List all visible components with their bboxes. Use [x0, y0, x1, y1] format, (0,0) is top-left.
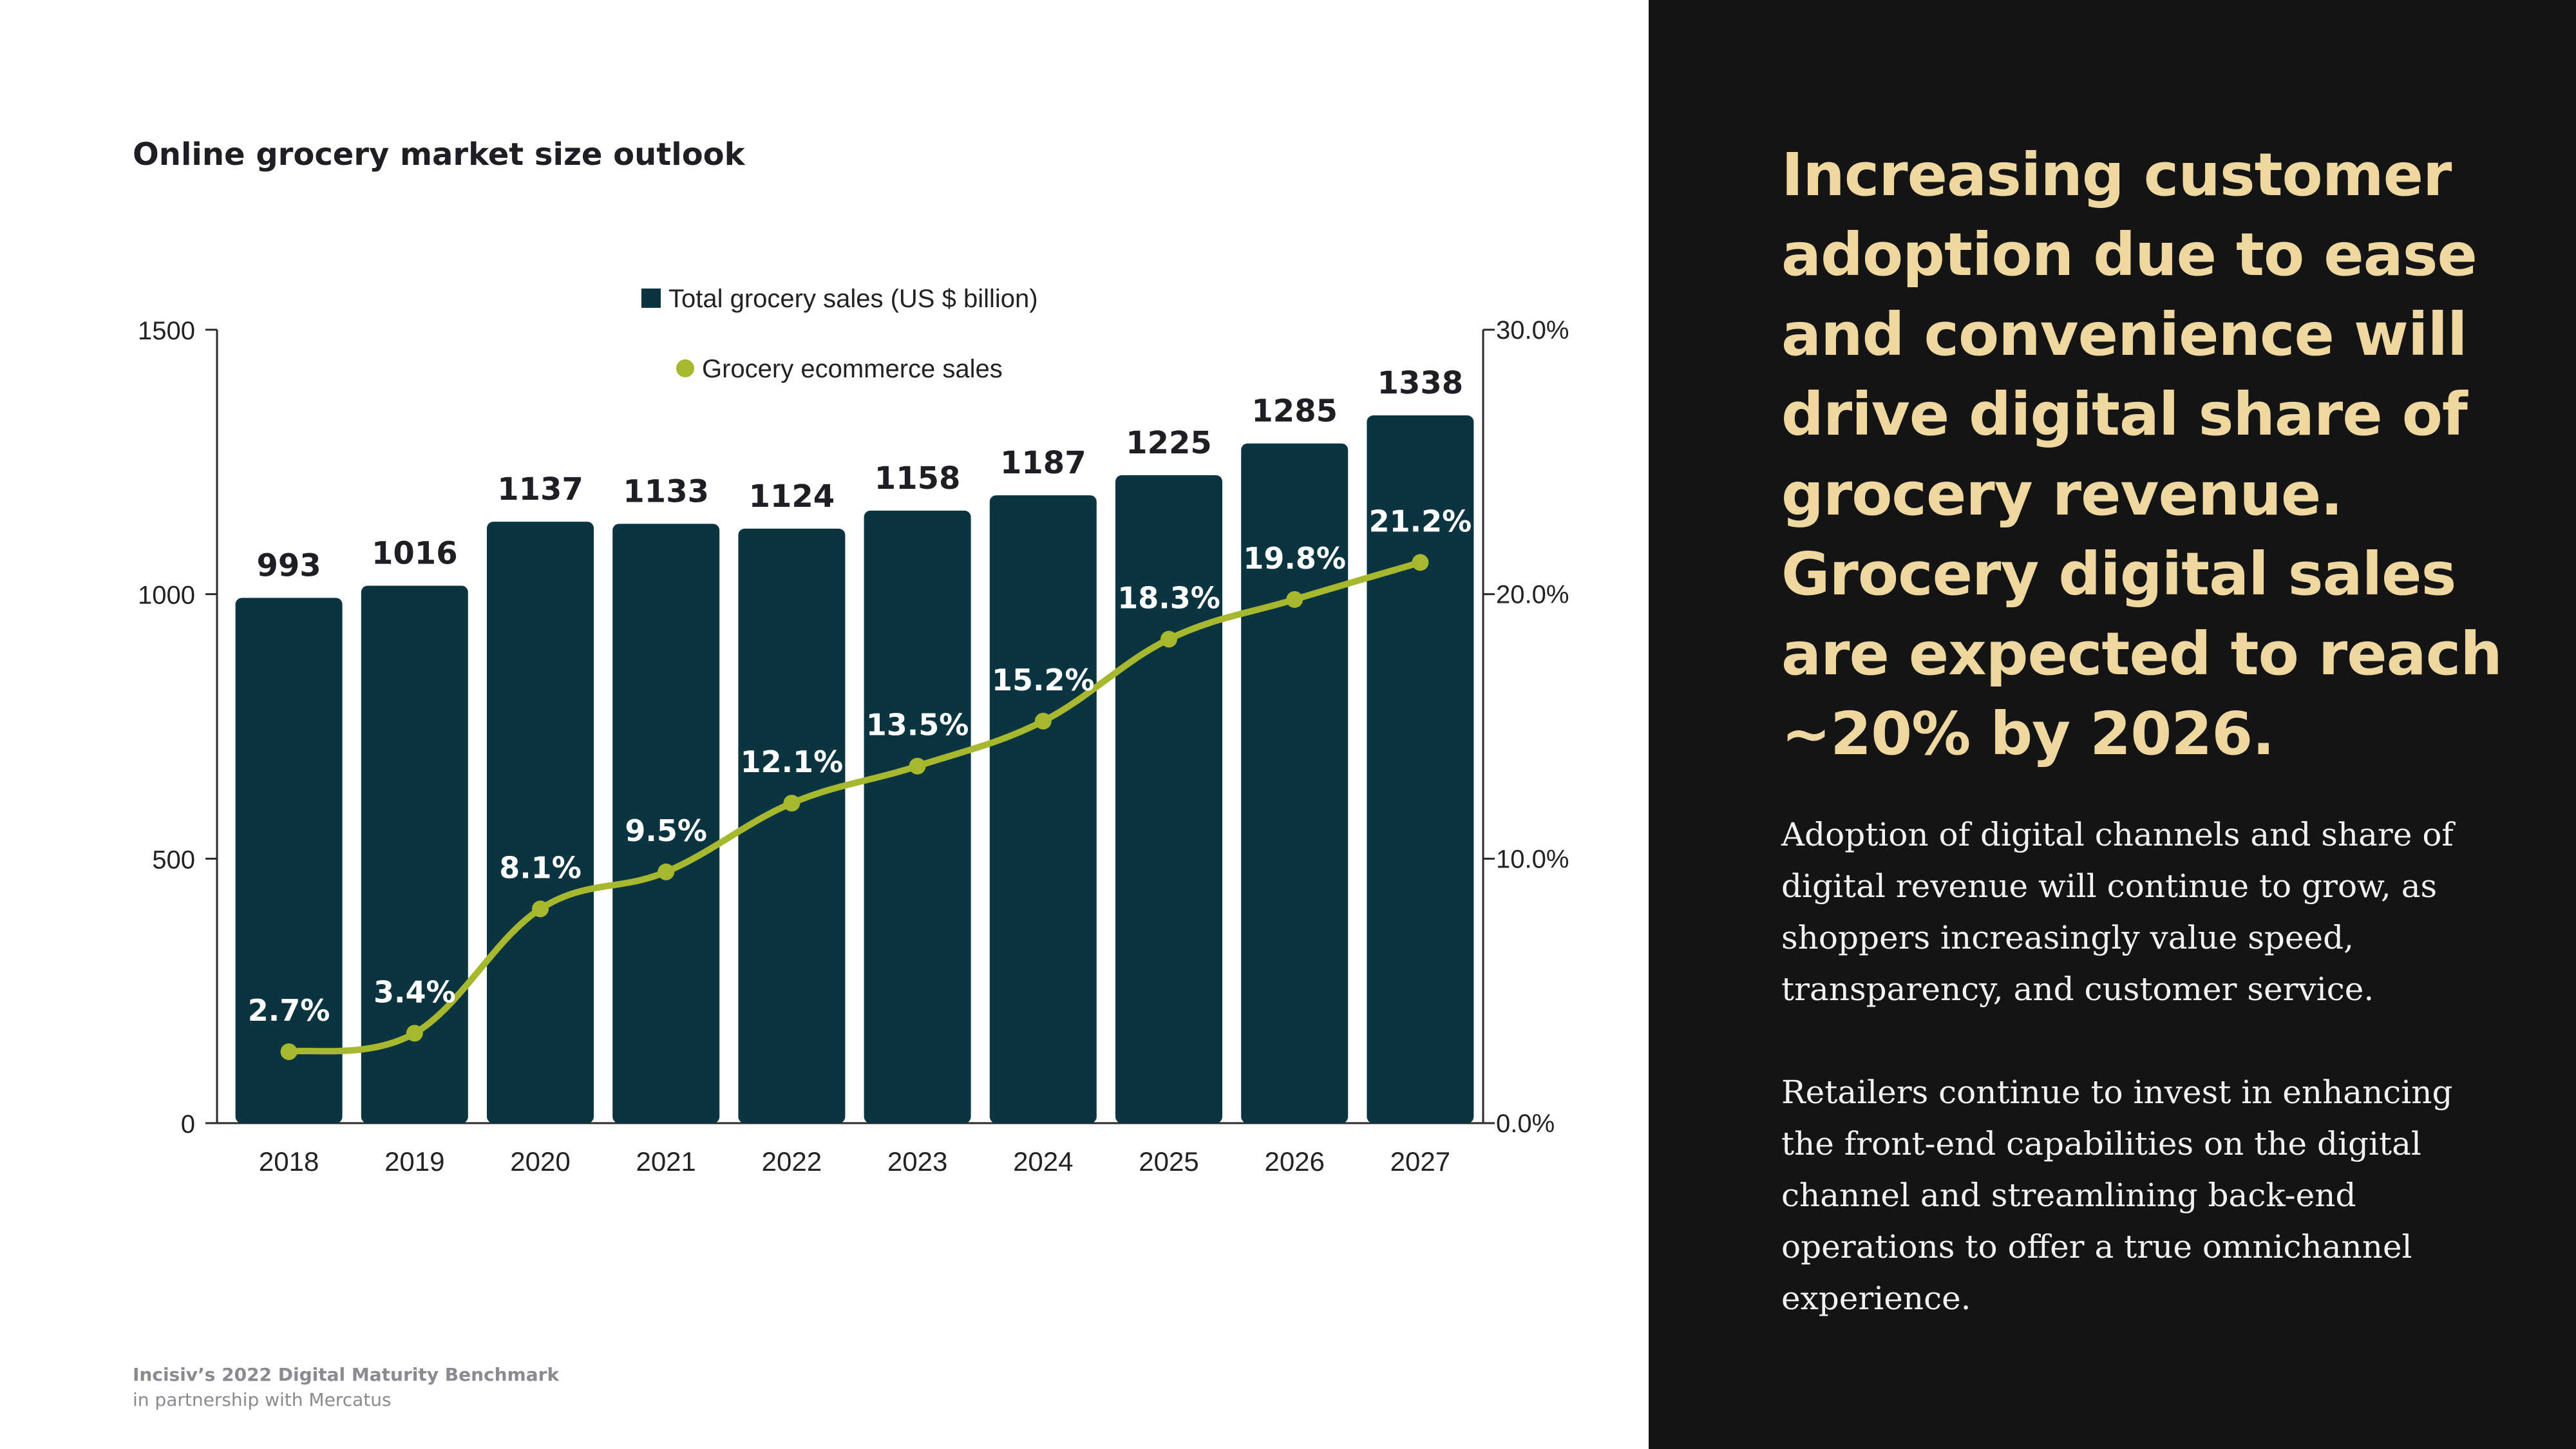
x-tick-label: 2023 [887, 1146, 947, 1177]
y-right-tick-label: 20.0% [1496, 581, 1569, 609]
bar-2027 [1367, 415, 1474, 1123]
line-value-label: 8.1% [499, 850, 582, 885]
x-tick-label: 2020 [510, 1146, 570, 1177]
line-point-2024 [1034, 712, 1052, 730]
y-right-tick-label: 0.0% [1496, 1110, 1555, 1138]
y-right-tick-label: 30.0% [1496, 316, 1569, 345]
bar-value-label: 1133 [623, 473, 709, 509]
bar-value-label: 1158 [875, 460, 961, 497]
line-point-2021 [658, 863, 675, 880]
y-left-tick-label: 1500 [138, 317, 195, 345]
bar-value-label: 1285 [1251, 393, 1338, 430]
line-value-label: 21.2% [1369, 504, 1472, 538]
chart-panel: Online grocery market size outlook 0 500 1… [133, 137, 1569, 1410]
bar-value-label: 1338 [1378, 365, 1464, 401]
bar-value-label: 1016 [372, 536, 458, 572]
bar-2023 [864, 510, 971, 1123]
line-value-label: 3.4% [374, 974, 456, 1009]
legend-line-label: Grocery ecommerce sales [702, 355, 1003, 383]
line-value-label: 18.3% [1117, 580, 1220, 615]
line-point-2026 [1286, 591, 1303, 608]
footer-partner: in partnership with Mercatus [133, 1389, 392, 1410]
line-value-label: 15.2% [992, 663, 1095, 697]
bar-value-label: 1187 [1000, 445, 1086, 481]
ecommerce-share-line [285, 559, 1424, 1056]
line-value-label: 2.7% [248, 993, 330, 1028]
legend-bar-label: Total grocery sales (US $ billion) [668, 285, 1038, 313]
line-value-label: 9.5% [625, 813, 707, 848]
y-right-tick-label: 10.0% [1496, 845, 1569, 873]
line-point-2018 [280, 1043, 298, 1061]
footer-source: Incisiv’s 2022 Digital Maturity Benchmar… [133, 1364, 560, 1385]
x-tick-label: 2018 [259, 1146, 319, 1177]
x-tick-label: 2021 [636, 1146, 696, 1177]
line-value-label: 13.5% [866, 708, 969, 743]
legend-bar-swatch [641, 289, 661, 308]
x-tick-label: 2026 [1264, 1146, 1324, 1177]
chart-title: Online grocery market size outlook [133, 137, 745, 173]
y-left-tick-label: 500 [152, 846, 195, 874]
line-value-label: 12.1% [741, 744, 844, 779]
x-tick-label: 2027 [1390, 1146, 1450, 1177]
headline: Increasing customer adoption due to ease… [1781, 140, 2503, 768]
line-value-label: 19.8% [1243, 541, 1346, 576]
line-point-2022 [783, 795, 800, 812]
bar-value-label: 993 [256, 547, 321, 583]
legend-line-swatch [676, 359, 694, 377]
line-point-2027 [1412, 554, 1429, 571]
bar-2020 [487, 522, 594, 1123]
bar-value-label: 1124 [749, 478, 835, 515]
bar-2026 [1241, 443, 1349, 1123]
x-tick-label: 2024 [1013, 1146, 1073, 1177]
bar-2021 [612, 524, 720, 1123]
bar-value-label: 1137 [497, 471, 583, 507]
line-point-2019 [406, 1025, 423, 1042]
y-left-tick-label: 0 [181, 1110, 195, 1139]
bar-value-label: 1225 [1126, 425, 1212, 461]
line-point-2020 [532, 900, 549, 918]
bar-2022 [738, 528, 846, 1123]
chart-area: 0 500 1000 1500 0.0% 10.0% 20.0% 30.0% 993 2018 10… [138, 285, 1569, 1177]
line-point-2025 [1160, 630, 1177, 648]
line-point-2023 [909, 757, 926, 775]
paragraph-adoption: Adoption of digital channels and share o… [1781, 816, 2454, 1008]
insight-panel [1649, 0, 2576, 1449]
x-tick-label: 2022 [762, 1146, 822, 1177]
paragraph-investment: Retailers continue to invest in enhancin… [1781, 1074, 2453, 1317]
bar-2025 [1115, 475, 1222, 1123]
x-tick-label: 2019 [384, 1146, 444, 1177]
bar-2019 [361, 585, 468, 1123]
bar-2024 [989, 495, 1097, 1123]
y-left-tick-label: 1000 [138, 582, 195, 610]
x-tick-label: 2025 [1139, 1146, 1198, 1177]
bar-2018 [235, 598, 343, 1123]
